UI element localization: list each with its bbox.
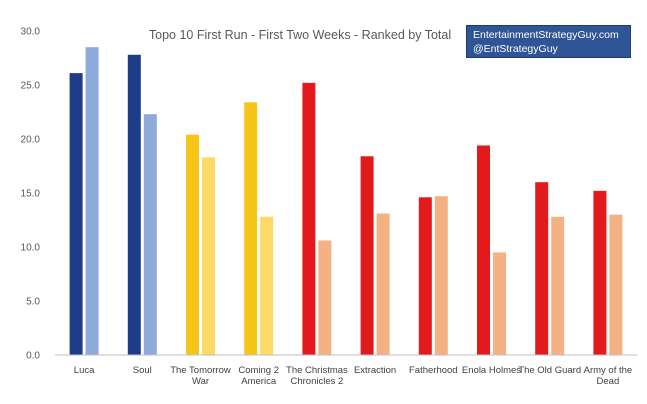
x-category-label-line: Army of the: [584, 365, 633, 376]
x-category-label: Fatherhood: [409, 365, 458, 376]
bar-week1: [186, 134, 199, 355]
bar-week2: [202, 157, 215, 355]
y-axis: 0.0 5.0 10.0 15.0 20.0 25.0 30.0: [21, 27, 41, 362]
bar-week1: [360, 156, 374, 355]
x-axis-labels: Luca Soul The Tomorrow War Coming 2 America Th…: [74, 365, 632, 387]
y-tick-label: 25.0: [21, 81, 41, 92]
bar-week2: [493, 252, 506, 355]
attribution-badge: EntertainmentStrategyGuy.com @EntStrateg…: [466, 25, 631, 58]
x-category-label-line: Soul: [133, 365, 152, 376]
bar-week1: [244, 102, 258, 355]
bar-week2: [260, 216, 274, 355]
x-category-label-line: Luca: [74, 365, 95, 376]
x-category-label-line: Fatherhood: [409, 365, 458, 376]
x-category-label-line: War: [192, 376, 209, 387]
x-category-label-line: Chronicles 2: [290, 376, 343, 387]
y-tick-label: 15.0: [21, 189, 41, 200]
y-tick-label: 5.0: [26, 297, 40, 308]
bar-week1: [418, 197, 432, 355]
y-tick-label: 20.0: [21, 135, 41, 146]
bar-week1: [69, 73, 83, 356]
x-category-label: The Tomorrow War: [170, 365, 231, 387]
bar-week2: [434, 196, 448, 355]
chart-title: Topo 10 First Run - First Two Weeks - Ra…: [149, 28, 451, 42]
x-category-label: The Christmas Chronicles 2: [286, 365, 348, 387]
x-category-label-line: The Tomorrow: [170, 365, 231, 376]
bar-week1: [535, 182, 549, 355]
bar-week1: [477, 145, 490, 355]
y-tick-label: 10.0: [21, 243, 41, 254]
x-category-label-line: The Old Guard: [518, 365, 581, 376]
bar-week2: [143, 114, 157, 355]
x-category-label: Extraction: [354, 365, 396, 376]
x-category-label: Enola Holmes: [462, 365, 521, 376]
bar-week2: [85, 47, 99, 355]
bars: [69, 47, 623, 356]
x-category-label-line: Dead: [597, 376, 620, 387]
bar-week2: [376, 213, 390, 355]
y-tick-label: 0.0: [26, 351, 40, 362]
x-category-label-line: The Christmas: [286, 365, 348, 376]
x-category-label-line: America: [241, 376, 277, 387]
x-category-label: The Old Guard: [518, 365, 581, 376]
website-label: EntertainmentStrategyGuy.com: [473, 29, 619, 41]
bar-week2: [609, 214, 623, 355]
bar-week2: [551, 216, 565, 355]
bar-week2: [318, 240, 332, 355]
bar-week1: [593, 190, 607, 355]
x-category-label: Luca: [74, 365, 95, 376]
x-category-label-line: Coming 2: [238, 365, 279, 376]
twitter-handle: @EntStrategyGuy: [473, 43, 558, 55]
bar-week1: [302, 82, 316, 355]
x-category-label-line: Extraction: [354, 365, 396, 376]
x-category-label: Soul: [133, 365, 152, 376]
x-category-label: Army of the Dead: [584, 365, 633, 387]
x-category-label: Coming 2 America: [238, 365, 279, 387]
x-category-label-line: Enola Holmes: [462, 365, 521, 376]
bar-week1: [127, 54, 141, 355]
y-tick-label: 30.0: [21, 27, 41, 38]
